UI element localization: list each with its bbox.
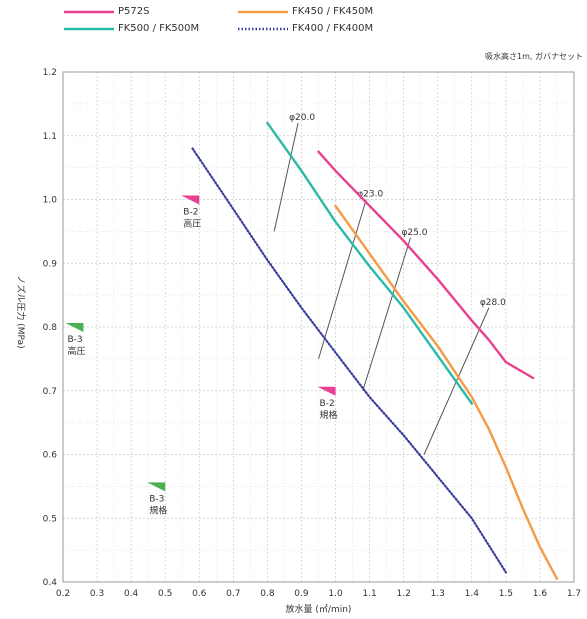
x-tick-label: 1.7 <box>567 589 581 599</box>
marker-label: 規格 <box>320 409 338 421</box>
y-tick-label: 0.9 <box>43 259 58 269</box>
flag-marker <box>147 482 166 492</box>
y-tick-label: 0.5 <box>43 514 57 524</box>
x-tick-label: 0.7 <box>226 589 240 599</box>
legend-swatch-fk500 <box>64 27 114 30</box>
flag-marker <box>65 323 84 332</box>
x-tick-label: 0.6 <box>192 589 207 599</box>
x-tick-label: 1.6 <box>533 589 548 599</box>
x-tick-label: 0.5 <box>158 589 172 599</box>
legend-item-fk500: FK500 / FK500M <box>64 23 199 34</box>
nozzle-label: φ20.0 <box>289 113 315 123</box>
series-line-fk450 <box>334 204 559 580</box>
nozzle-label: φ28.0 <box>480 298 506 308</box>
legend-swatch-fk400 <box>238 27 288 30</box>
x-tick-label: 1.1 <box>362 589 376 599</box>
legend-item-fk450: FK450 / FK450M <box>238 6 373 17</box>
y-tick-label: 0.8 <box>43 323 58 333</box>
grid <box>62 71 575 583</box>
x-tick-label: 0.3 <box>90 589 104 599</box>
plot-frame <box>62 71 575 583</box>
flag-marker <box>181 195 200 205</box>
legend-label-fk400: FK400 / FK400M <box>292 23 374 34</box>
nozzle-label: φ23.0 <box>357 190 383 200</box>
x-tick-label: 0.9 <box>294 589 309 599</box>
marker-label: B-2 <box>320 399 335 409</box>
flag-marker <box>317 386 336 396</box>
x-tick-label: 0.2 <box>56 589 70 599</box>
y-tick-label: 0.4 <box>43 578 58 588</box>
series-line-fk400 <box>191 147 507 574</box>
legend-label-fk450: FK450 / FK450M <box>292 6 374 17</box>
y-tick-label: 1.2 <box>43 68 57 78</box>
marker-label: 高圧 <box>183 218 201 230</box>
legend-item-fk400: FK400 / FK400M <box>238 23 373 34</box>
x-tick-label: 1.0 <box>328 589 343 599</box>
x-tick-label: 1.4 <box>465 589 480 599</box>
legend-label-p572s: P572S <box>118 6 150 17</box>
x-tick-label: 0.4 <box>124 589 139 599</box>
series-line-p572s <box>317 150 535 380</box>
x-tick-label: 1.5 <box>499 589 513 599</box>
legend-label-fk500: FK500 / FK500M <box>118 23 200 34</box>
nozzle-line <box>273 122 299 232</box>
y-axis-label: ノズル圧力 (MPa) <box>15 275 27 348</box>
nozzle-line <box>362 237 411 391</box>
legend-swatch-p572s <box>64 10 114 13</box>
y-tick-label: 1.1 <box>43 132 57 142</box>
legend-swatch-fk450 <box>238 10 288 13</box>
x-tick-label: 0.8 <box>260 589 275 599</box>
y-tick-label: 0.7 <box>43 387 57 397</box>
nozzle-label: φ25.0 <box>401 228 427 238</box>
y-tick-label: 1.0 <box>43 196 58 206</box>
x-tick-label: 1.3 <box>431 589 445 599</box>
y-tick-label: 0.6 <box>43 451 58 461</box>
legend-item-p572s: P572S <box>64 6 149 17</box>
nozzle-line <box>318 199 367 360</box>
legend: P572S FK450 / FK450M FK500 / FK500M FK40… <box>0 6 587 42</box>
marker-label: 高圧 <box>67 345 85 357</box>
marker-label: 規格 <box>149 504 167 516</box>
chart-note: 吸水高さ1m, ガバナセット <box>485 52 583 61</box>
marker-label: B-2 <box>183 208 198 218</box>
marker-label: B-3 <box>149 494 164 504</box>
x-axis-label: 放水量 (㎥/min) <box>286 603 352 615</box>
x-tick-label: 1.2 <box>397 589 411 599</box>
series-line-fk500 <box>266 121 473 405</box>
marker-label: B-3 <box>67 335 82 345</box>
